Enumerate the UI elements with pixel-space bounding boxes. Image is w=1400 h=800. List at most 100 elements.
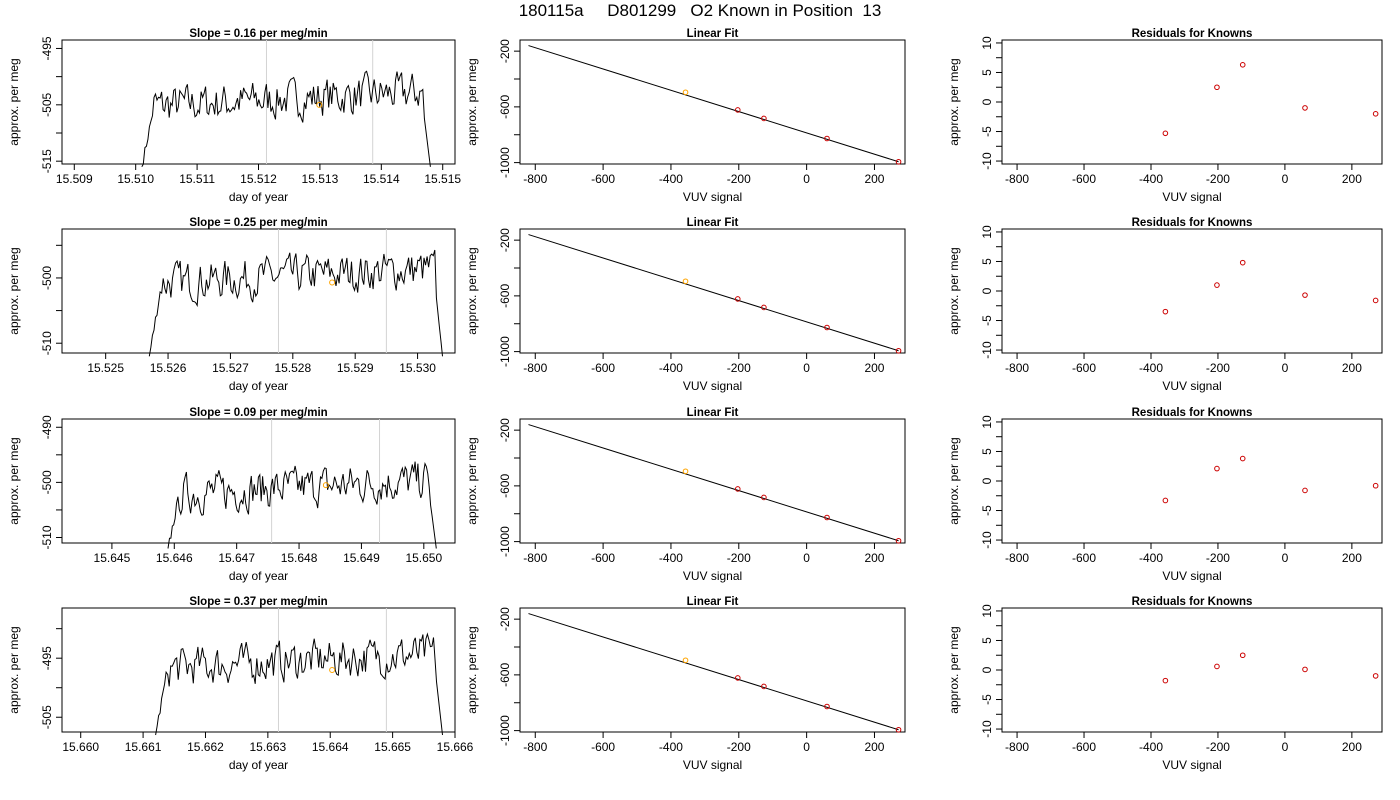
panel-4-1-midpoint-marker bbox=[329, 667, 336, 673]
panel-2-2-title: Linear Fit bbox=[687, 217, 739, 229]
panel-4-1-y-tick-label: -495 bbox=[40, 646, 54, 670]
panel-1-3-y-axis-label: approx. per meg bbox=[947, 58, 961, 145]
panel-2-1-y-axis-label: approx. per meg bbox=[7, 247, 21, 334]
panel-4-3-x-tick-label: 200 bbox=[1342, 740, 1362, 754]
panel-3-3-x-tick-label: -800 bbox=[1005, 551, 1029, 565]
panel-1-2-x-tick-label: 0 bbox=[803, 172, 810, 186]
panel-3-2-title: Linear Fit bbox=[687, 407, 739, 419]
panel-4-3-x-axis-label: VUV signal bbox=[1162, 758, 1221, 772]
panel-1-3-x-tick-label: -200 bbox=[1206, 172, 1230, 186]
panel-3-2-data-point bbox=[824, 514, 830, 521]
panel-1-2-x-tick-label: -600 bbox=[591, 172, 615, 186]
panel-1-2-data-point bbox=[895, 158, 902, 165]
panel-3-2-x-tick-label: -800 bbox=[523, 551, 547, 565]
panel-4-3-x-tick-label: -200 bbox=[1206, 740, 1230, 754]
panel-3-1-y-tick-label: -490 bbox=[40, 415, 54, 439]
panel-3-3-y-tick-label: -5 bbox=[980, 505, 994, 516]
panel-2-2-x-axis-label: VUV signal bbox=[683, 379, 742, 393]
panel-1-1-y-tick-label: -505 bbox=[40, 92, 54, 116]
panel-1-1-x-tick-label: 15.510 bbox=[117, 172, 154, 186]
panel-4-1-y-axis-label: approx. per meg bbox=[7, 626, 21, 713]
panel-3-3-x-tick-label: -400 bbox=[1139, 551, 1163, 565]
panel-4-2-title: Linear Fit bbox=[687, 596, 739, 608]
panel-3-3-data-point bbox=[1239, 455, 1246, 462]
panel-1-1-title: Slope = 0.16 per meg/min bbox=[189, 28, 327, 40]
panel-1-3-data-point bbox=[1302, 105, 1308, 111]
panel-4-3-data-point bbox=[1214, 663, 1220, 670]
panel-4-2-y-tick-label: -600 bbox=[498, 663, 512, 687]
panel-1-3-x-axis-label: VUV signal bbox=[1162, 190, 1221, 204]
panel-3-3-x-axis-label: VUV signal bbox=[1162, 569, 1221, 583]
panel-3-2-y-tick-label: -1000 bbox=[498, 526, 512, 557]
panel-1-1-signal-trace bbox=[141, 70, 431, 168]
panel-2-3-x-tick-label: -400 bbox=[1139, 361, 1163, 375]
panel-3-2-y-tick-label: -200 bbox=[498, 418, 512, 442]
panel-3-3-y-tick-label: 5 bbox=[980, 448, 994, 455]
panel-2-1-x-axis-label: day of year bbox=[229, 379, 288, 393]
panel-2-3-x-tick-label: -800 bbox=[1005, 361, 1029, 375]
panel-4-1-x-tick-label: 15.664 bbox=[312, 740, 349, 754]
panel-2-3-y-axis-label: approx. per meg bbox=[947, 247, 961, 334]
panel-3-3-x-tick-label: 0 bbox=[1282, 551, 1289, 565]
panel-1-1-y-axis-label: approx. per meg bbox=[7, 58, 21, 145]
panel-4-3-y-tick-label: 0 bbox=[980, 666, 994, 673]
panel-2-3-x-axis-label: VUV signal bbox=[1162, 379, 1221, 393]
panel-2-2-x-tick-label: -400 bbox=[659, 361, 683, 375]
panel-4-3-y-tick-label: -5 bbox=[980, 694, 994, 705]
panel-3-1-x-tick-label: 15.646 bbox=[156, 551, 193, 565]
panel-2-2-y-tick-label: -200 bbox=[498, 228, 512, 252]
panel-4-2-fit-line bbox=[528, 613, 899, 731]
panel-2-3-x-tick-label: -200 bbox=[1206, 361, 1230, 375]
panel-2-3-data-point bbox=[1302, 292, 1308, 298]
panel-4-2-data-point bbox=[734, 675, 741, 681]
panel-4-2-y-axis-label: approx. per meg bbox=[465, 626, 479, 713]
panel-2-2-y-tick-label: -1000 bbox=[498, 336, 512, 367]
panel-1-2-x-tick-label: -200 bbox=[727, 172, 751, 186]
panel-3-1-x-tick-label: 15.647 bbox=[218, 551, 255, 565]
panel-3-2-data-point bbox=[682, 468, 689, 475]
panel-3-2-x-tick-label: -400 bbox=[659, 551, 683, 565]
panel-1-3-x-tick-label: 0 bbox=[1282, 172, 1289, 186]
panel-3-2-x-tick-label: -600 bbox=[591, 551, 615, 565]
panel-1-3-data-point bbox=[1239, 62, 1246, 68]
panel-2-1-midpoint-marker bbox=[329, 279, 336, 286]
panel-1-3-frame bbox=[1001, 39, 1383, 165]
panel-3-1-x-axis-label: day of year bbox=[229, 569, 288, 583]
panel-3-2-x-tick-label: 200 bbox=[864, 551, 884, 565]
panel-1-1-x-tick-label: 15.511 bbox=[179, 172, 215, 186]
panel-1-2-title: Linear Fit bbox=[687, 28, 739, 40]
panel-4-3-data-point bbox=[1239, 652, 1246, 659]
panel-4-2-y-tick-label: -200 bbox=[498, 607, 512, 631]
panel-2-3-y-tick-label: 10 bbox=[980, 225, 994, 239]
panel-4-2-x-tick-label: -800 bbox=[523, 740, 547, 754]
panel-1-3-x-tick-label: -800 bbox=[1005, 172, 1029, 186]
panel-4-3-x-tick-label: 0 bbox=[1282, 740, 1289, 754]
panel-1-2-y-tick-label: -600 bbox=[498, 95, 512, 119]
panel-4-1-x-tick-label: 15.665 bbox=[374, 740, 411, 754]
panel-4-1-x-tick-label: 15.666 bbox=[437, 740, 474, 754]
panel-3-3-y-axis-label: approx. per meg bbox=[947, 437, 961, 524]
panel-1-2-x-tick-label: -800 bbox=[523, 172, 547, 186]
panel-2-2-data-point bbox=[895, 347, 902, 354]
panel-1-2-x-tick-label: 200 bbox=[864, 172, 884, 186]
panel-3-1-y-tick-label: -500 bbox=[40, 470, 54, 494]
panel-1-3-title: Residuals for Knowns bbox=[1132, 28, 1253, 40]
panel-1-1-y-tick-label: -495 bbox=[40, 36, 54, 60]
panel-4-3-y-tick-label: 10 bbox=[980, 604, 994, 618]
panel-3-2-x-tick-label: -200 bbox=[727, 551, 751, 565]
panel-2-1-x-tick-label: 15.530 bbox=[399, 361, 436, 375]
panel-1-3-x-tick-label: -600 bbox=[1072, 172, 1096, 186]
panel-3-3-data-point bbox=[1302, 487, 1308, 494]
panel-3-2-data-point bbox=[734, 486, 741, 492]
panel-3-3-x-tick-label: 200 bbox=[1342, 551, 1362, 565]
panel-4-3-x-tick-label: -600 bbox=[1072, 740, 1096, 754]
panel-3-3-title: Residuals for Knowns bbox=[1132, 407, 1253, 419]
panel-4-2-x-axis-label: VUV signal bbox=[683, 758, 742, 772]
panel-2-3-frame bbox=[1001, 228, 1383, 354]
panel-2-2-y-tick-label: -600 bbox=[498, 284, 512, 308]
panel-3-2-x-axis-label: VUV signal bbox=[683, 569, 742, 583]
panel-2-2-x-tick-label: 200 bbox=[864, 361, 884, 375]
panel-4-1-signal-trace bbox=[155, 632, 443, 736]
panel-3-2-data-point bbox=[895, 537, 902, 544]
